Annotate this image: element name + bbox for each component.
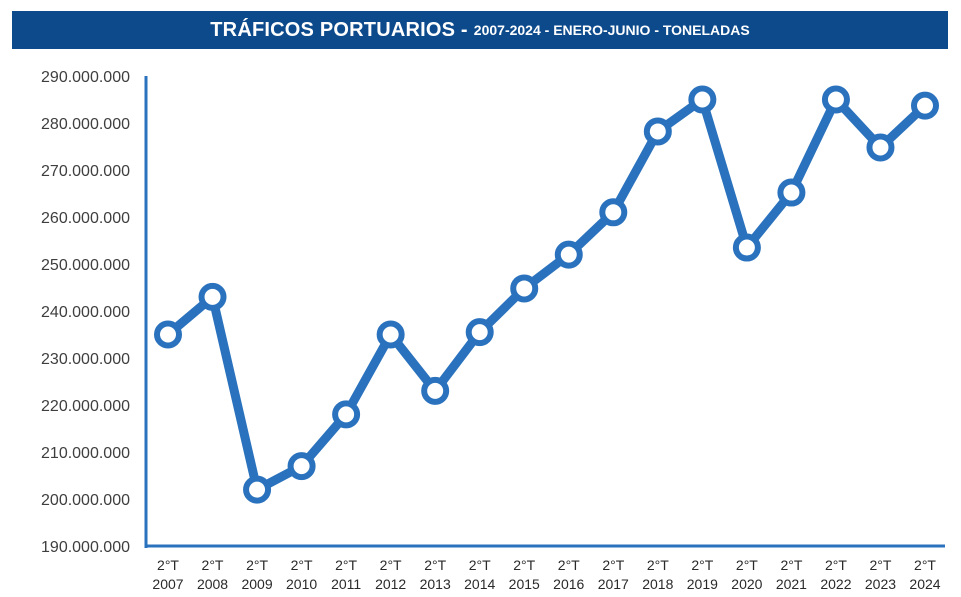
x-tick-label-quarter: 2°T bbox=[469, 557, 491, 573]
y-tick-label: 260.000.000 bbox=[41, 210, 130, 227]
x-tick-label-year: 2013 bbox=[420, 576, 451, 592]
data-point bbox=[911, 91, 939, 120]
data-point bbox=[154, 320, 182, 349]
x-tick-label-year: 2015 bbox=[509, 576, 540, 592]
x-tick-label-year: 2020 bbox=[731, 576, 762, 592]
x-tick-label-year: 2011 bbox=[331, 576, 361, 592]
x-tick-label-year: 2014 bbox=[464, 576, 495, 592]
data-point bbox=[688, 85, 717, 114]
x-tick-label-quarter: 2°T bbox=[291, 557, 313, 573]
data-point bbox=[465, 318, 494, 347]
x-tick-label-quarter: 2°T bbox=[602, 557, 624, 573]
data-point bbox=[777, 178, 806, 207]
x-tick-label-quarter: 2°T bbox=[335, 557, 357, 573]
x-tick-label-quarter: 2°T bbox=[914, 557, 936, 573]
data-point bbox=[554, 240, 583, 269]
x-tick-label-year: 2007 bbox=[152, 576, 183, 592]
x-tick-label-year: 2024 bbox=[909, 576, 940, 592]
x-axis: 2°T 2007 2°T 2008 2°T 2009 2°T 2010 2°T 2011 2°T 20… bbox=[145, 544, 945, 592]
x-tick-label-quarter: 2°T bbox=[870, 557, 892, 573]
data-point bbox=[287, 452, 316, 481]
data-point bbox=[510, 274, 539, 303]
x-tick-label-year: 2008 bbox=[197, 576, 228, 592]
x-tick-label-quarter: 2°T bbox=[157, 557, 179, 573]
data-point bbox=[643, 117, 672, 146]
x-tick-label-quarter: 2°T bbox=[647, 557, 669, 573]
series-line bbox=[163, 95, 930, 495]
y-tick-label: 220.000.000 bbox=[41, 398, 130, 415]
y-tick-label: 190.000.000 bbox=[41, 539, 130, 556]
data-point bbox=[866, 133, 895, 162]
x-tick-label-year: 2023 bbox=[865, 576, 896, 592]
data-point bbox=[198, 282, 227, 311]
data-point bbox=[821, 85, 850, 114]
x-tick-label-quarter: 2°T bbox=[246, 557, 268, 573]
chart-title-banner: TRÁFICOS PORTUARIOS - 2007-2024 - ENERO-… bbox=[12, 11, 948, 49]
y-tick-label: 270.000.000 bbox=[41, 163, 130, 180]
y-tick-label: 230.000.000 bbox=[41, 351, 130, 368]
x-tick-label-year: 2010 bbox=[286, 576, 317, 592]
x-tick-label-quarter: 2°T bbox=[424, 557, 446, 573]
x-tick-label-quarter: 2°T bbox=[736, 557, 758, 573]
y-tick-label: 200.000.000 bbox=[41, 492, 130, 509]
y-tick-label: 210.000.000 bbox=[41, 445, 130, 462]
data-point bbox=[421, 376, 450, 405]
x-tick-label-year: 2017 bbox=[598, 576, 629, 592]
x-tick-label-year: 2016 bbox=[553, 576, 584, 592]
data-point bbox=[599, 198, 628, 227]
y-tick-label: 290.000.000 bbox=[41, 69, 130, 86]
x-tick-label-quarter: 2°T bbox=[825, 557, 847, 573]
x-tick-label-year: 2022 bbox=[820, 576, 851, 592]
x-tick-label-quarter: 2°T bbox=[202, 557, 224, 573]
data-point bbox=[732, 233, 761, 262]
data-point bbox=[376, 320, 405, 349]
y-tick-label: 250.000.000 bbox=[41, 257, 130, 274]
x-tick-label-quarter: 2°T bbox=[691, 557, 713, 573]
x-tick-label-quarter: 2°T bbox=[513, 557, 535, 573]
y-tick-label: 240.000.000 bbox=[41, 304, 130, 321]
x-tick-label-quarter: 2°T bbox=[780, 557, 802, 573]
x-tick-label-year: 2012 bbox=[375, 576, 406, 592]
data-point bbox=[332, 400, 361, 429]
data-point bbox=[243, 475, 272, 504]
y-tick-label: 280.000.000 bbox=[41, 116, 130, 133]
x-tick-label-year: 2019 bbox=[687, 576, 718, 592]
x-tick-label-year: 2018 bbox=[642, 576, 673, 592]
chart-subtitle: 2007-2024 - ENERO-JUNIO - TONELADAS bbox=[473, 22, 750, 38]
data-series bbox=[154, 85, 939, 504]
y-axis: 190.000.000 200.000.000 210.000.000 220.000… bbox=[41, 69, 148, 556]
x-tick-label-year: 2009 bbox=[241, 576, 272, 592]
x-tick-label-quarter: 2°T bbox=[558, 557, 580, 573]
x-tick-label-year: 2021 bbox=[776, 576, 807, 592]
chart-title: TRÁFICOS PORTUARIOS - bbox=[210, 18, 468, 41]
x-tick-label-quarter: 2°T bbox=[380, 557, 402, 573]
